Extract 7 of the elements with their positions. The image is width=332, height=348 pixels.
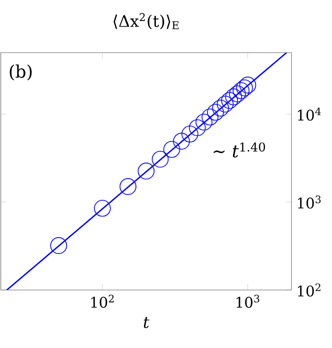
y-tick-label: 10$^{2}$: [298, 283, 320, 297]
annotation: ∼ t$^{1.40}$: [214, 142, 266, 158]
x-axis-title: t: [144, 316, 150, 328]
annotation: (b): [10, 64, 32, 80]
y-tick-label: 10$^{4}$: [298, 108, 321, 121]
chart-title: ⟨Δx$^{2}$(t)⟩$_{E}$: [114, 13, 179, 30]
y-tick-label: 10$^{3}$: [298, 196, 321, 209]
